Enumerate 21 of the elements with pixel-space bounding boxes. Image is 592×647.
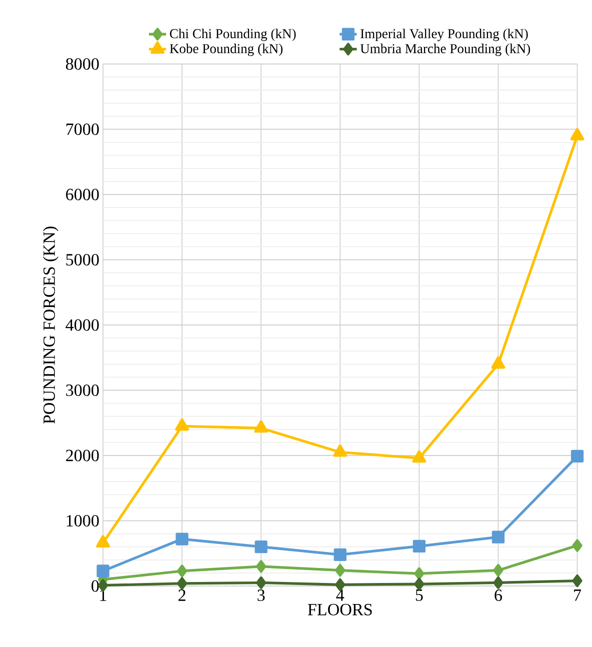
x-tick-label: 6 bbox=[494, 590, 502, 602]
x-tick-label: 7 bbox=[574, 590, 582, 601]
legend-label: Kobe Pounding (kN) bbox=[170, 44, 283, 56]
y-axis-title: POUNDING FORCES (KN) bbox=[42, 226, 58, 424]
y-tick-label: 3000 bbox=[66, 384, 99, 396]
x-tick-label: 5 bbox=[416, 590, 423, 601]
x-tick-label: 4 bbox=[336, 590, 344, 601]
x-tick-label: 3 bbox=[258, 590, 265, 602]
y-tick-label: 7000 bbox=[66, 123, 99, 136]
x-axis-title: FLOORS bbox=[308, 604, 372, 616]
x-tick-label: 2 bbox=[178, 590, 186, 601]
y-tick-label: 4000 bbox=[66, 319, 99, 331]
y-tick-label: 5000 bbox=[66, 254, 99, 266]
y-tick-label: 0 bbox=[92, 580, 99, 592]
legend-label: Umbria Marche Pounding (kN) bbox=[360, 44, 530, 56]
legend-label: Imperial Valley Pounding (kN) bbox=[360, 28, 528, 42]
y-tick-label: 1000 bbox=[66, 514, 99, 527]
y-tick-label: 6000 bbox=[66, 188, 99, 200]
y-tick-label: 2000 bbox=[66, 450, 99, 462]
y-tick-label: 8000 bbox=[66, 58, 99, 70]
legend-label: Chi Chi Pounding (kN) bbox=[170, 28, 296, 42]
